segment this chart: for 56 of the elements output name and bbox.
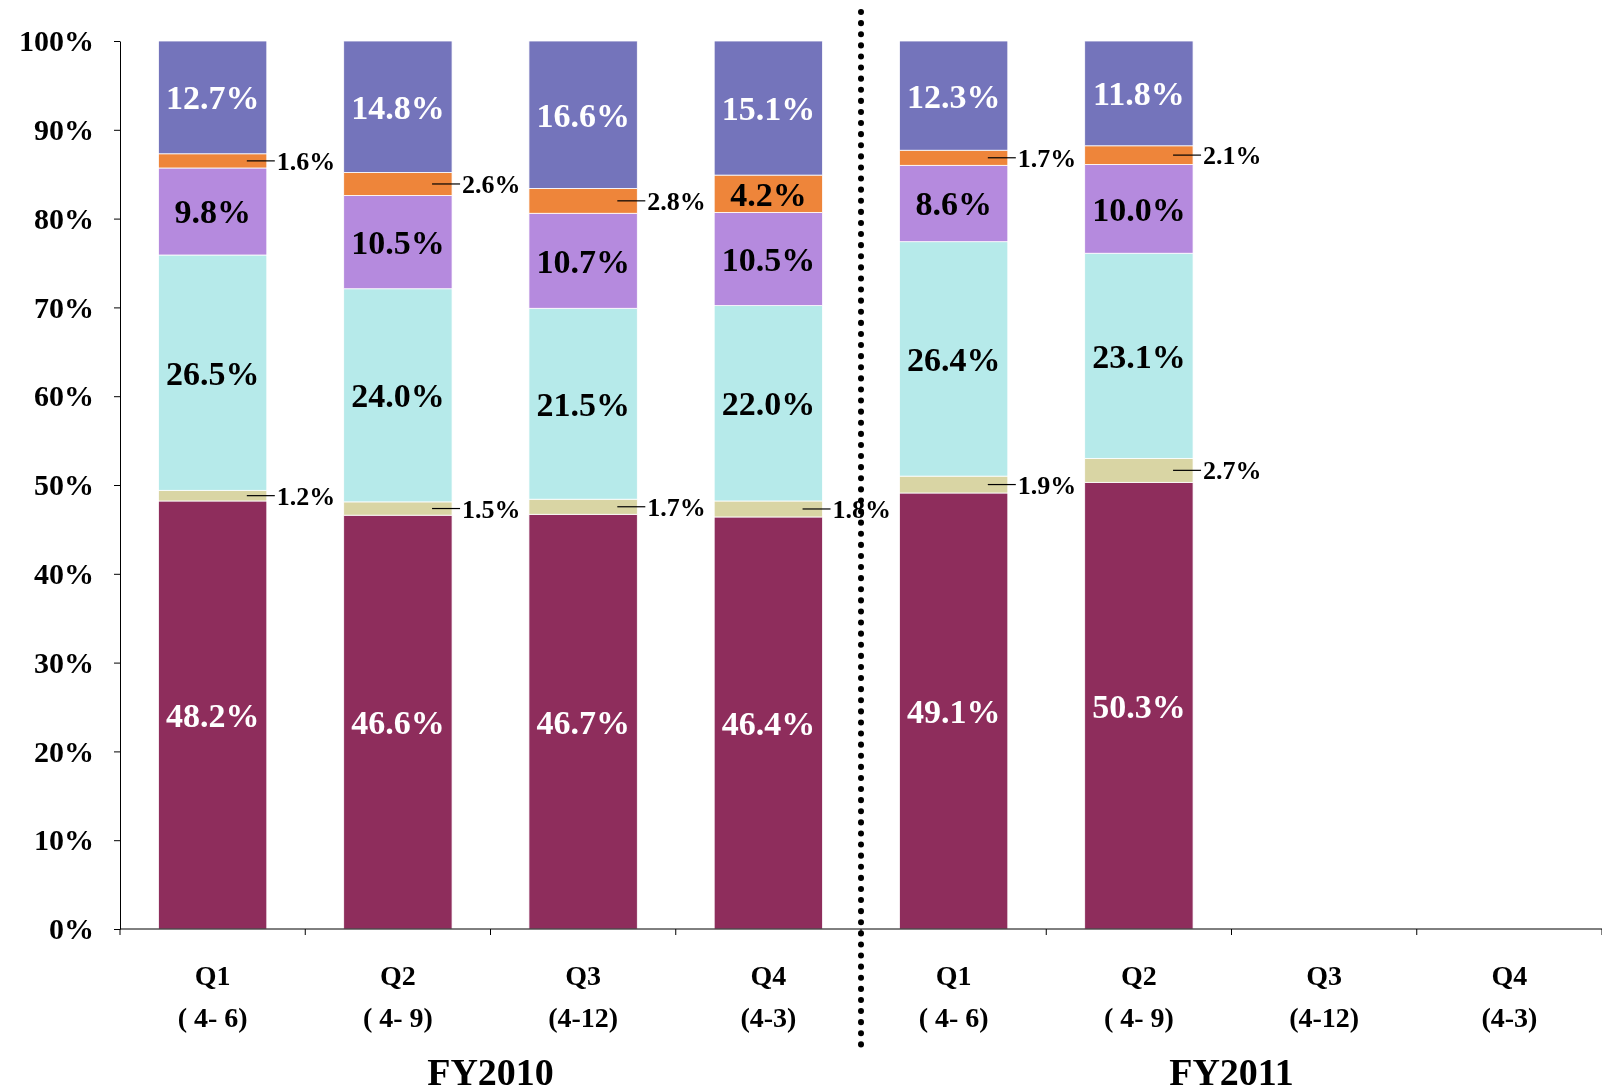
y-tick-label: 60% xyxy=(34,379,94,413)
data-label: 12.7% xyxy=(165,79,260,117)
data-label: 10.7% xyxy=(536,242,630,280)
data-label: 14.8% xyxy=(351,88,445,126)
x-tick-label: Q1 ( 4- 6) xyxy=(918,960,989,1033)
data-label: 1.5% xyxy=(462,494,521,524)
y-tick-label: 0% xyxy=(49,912,94,946)
data-label: 2.1% xyxy=(1203,141,1262,171)
x-tick-label: Q4 (4-3) xyxy=(1481,960,1538,1033)
data-label: 10.0% xyxy=(1092,190,1186,228)
data-label: 24.0% xyxy=(351,377,445,415)
data-label: 1.7% xyxy=(1017,143,1077,173)
data-label: 11.8% xyxy=(1093,75,1185,113)
data-label: 49.1% xyxy=(906,692,1001,730)
data-label: 16.6% xyxy=(536,96,630,134)
data-label: 10.5% xyxy=(721,240,816,278)
data-label: 9.8% xyxy=(174,193,251,231)
y-tick-label: 90% xyxy=(34,112,94,146)
data-label: 46.4% xyxy=(721,704,816,742)
data-label: 46.6% xyxy=(351,704,445,741)
data-label: 26.4% xyxy=(906,340,1001,378)
data-label: 10.5% xyxy=(351,224,445,262)
x-tick-label: Q3 (4-12) xyxy=(548,960,619,1033)
x-tick-label: Q3 (4-12) xyxy=(1289,960,1360,1033)
data-label: 12.3% xyxy=(906,77,1001,115)
y-tick-label: 20% xyxy=(34,734,94,768)
data-label: 23.1% xyxy=(1092,337,1186,375)
data-label: 2.6% xyxy=(462,170,521,200)
y-tick-label: 100% xyxy=(19,24,94,58)
data-label: 21.5% xyxy=(536,385,630,423)
data-label: 1.7% xyxy=(647,492,706,522)
y-tick-label: 40% xyxy=(34,556,94,590)
x-tick-label: Q2 ( 4- 9) xyxy=(1103,960,1174,1033)
data-label: 1.6% xyxy=(276,146,336,176)
x-tick-label: Q2 ( 4- 9) xyxy=(362,960,433,1033)
x-tick-label: Q1 ( 4- 6) xyxy=(177,960,248,1033)
data-label: 1.9% xyxy=(1017,470,1077,500)
y-tick-label: 10% xyxy=(34,823,94,857)
data-label: 4.2% xyxy=(730,175,807,213)
data-label: 2.8% xyxy=(647,186,706,216)
y-tick-label: 70% xyxy=(34,290,94,324)
data-label: 8.6% xyxy=(915,185,992,223)
data-label: 46.7% xyxy=(536,703,630,741)
y-tick-label: 50% xyxy=(34,468,94,502)
data-label: 50.3% xyxy=(1092,687,1186,725)
data-label: 26.5% xyxy=(165,354,260,392)
data-label: 1.2% xyxy=(276,481,336,511)
x-tick-label: Q4 (4-3) xyxy=(740,960,797,1033)
y-tick-label: 30% xyxy=(34,645,94,679)
text: FY2010 xyxy=(427,1051,554,1091)
data-label: 22.0% xyxy=(721,385,816,423)
text: FY2011 xyxy=(1169,1051,1294,1091)
data-label: 2.7% xyxy=(1203,456,1262,486)
data-label: 48.2% xyxy=(165,696,260,734)
y-tick-label: 80% xyxy=(34,201,94,235)
data-label: 15.1% xyxy=(721,89,816,127)
